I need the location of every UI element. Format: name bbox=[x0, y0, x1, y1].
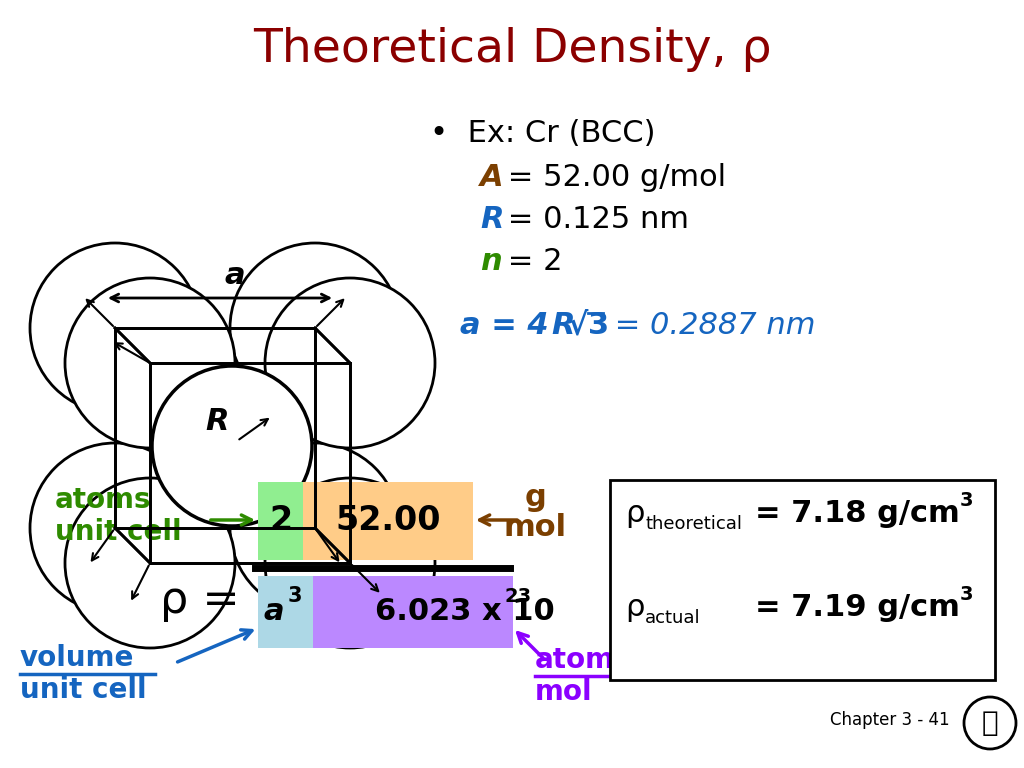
Circle shape bbox=[30, 443, 200, 613]
FancyBboxPatch shape bbox=[303, 482, 473, 560]
Text: √: √ bbox=[568, 312, 589, 340]
Text: atoms: atoms bbox=[535, 646, 632, 674]
FancyBboxPatch shape bbox=[610, 480, 995, 680]
Text: unit cell: unit cell bbox=[20, 676, 146, 704]
Circle shape bbox=[265, 278, 435, 448]
Text: Ⓦ: Ⓦ bbox=[982, 709, 998, 737]
Text: Theoretical Density, ρ: Theoretical Density, ρ bbox=[253, 28, 771, 72]
Text: = 7.18 g/cm: = 7.18 g/cm bbox=[755, 498, 959, 528]
Text: a: a bbox=[224, 261, 246, 290]
Text: theoretical: theoretical bbox=[645, 515, 742, 533]
Circle shape bbox=[30, 243, 200, 413]
Text: ρ: ρ bbox=[625, 498, 644, 528]
Text: ρ =: ρ = bbox=[160, 578, 240, 621]
Text: = 7.19 g/cm: = 7.19 g/cm bbox=[755, 594, 959, 623]
Text: a: a bbox=[264, 598, 285, 627]
FancyBboxPatch shape bbox=[258, 576, 313, 648]
Text: 3: 3 bbox=[288, 586, 302, 606]
Text: atoms: atoms bbox=[55, 486, 152, 514]
Circle shape bbox=[265, 478, 435, 648]
Text: ρ: ρ bbox=[625, 594, 644, 623]
Text: n: n bbox=[480, 247, 502, 276]
Text: 23: 23 bbox=[504, 587, 531, 605]
Text: Chapter 3 - 41: Chapter 3 - 41 bbox=[830, 711, 949, 729]
Text: a = 4: a = 4 bbox=[460, 312, 549, 340]
Circle shape bbox=[230, 443, 400, 613]
Text: 2: 2 bbox=[269, 504, 293, 537]
Circle shape bbox=[65, 278, 234, 448]
Text: 3: 3 bbox=[961, 491, 974, 509]
Text: A: A bbox=[480, 164, 504, 193]
Text: R: R bbox=[551, 312, 574, 340]
Text: volume: volume bbox=[20, 644, 134, 672]
FancyBboxPatch shape bbox=[258, 482, 303, 560]
Text: = 2: = 2 bbox=[498, 247, 562, 276]
Circle shape bbox=[65, 478, 234, 648]
Text: 6.023 x 10: 6.023 x 10 bbox=[375, 598, 555, 627]
Text: 3: 3 bbox=[588, 312, 609, 340]
Text: R: R bbox=[480, 206, 504, 234]
Text: 52.00: 52.00 bbox=[335, 504, 440, 537]
Text: = 0.2887 nm: = 0.2887 nm bbox=[605, 312, 815, 340]
Text: R: R bbox=[205, 406, 228, 435]
Text: •  Ex: Cr (BCC): • Ex: Cr (BCC) bbox=[430, 118, 655, 147]
Circle shape bbox=[152, 366, 312, 526]
FancyBboxPatch shape bbox=[313, 576, 513, 648]
Circle shape bbox=[230, 243, 400, 413]
Text: mol: mol bbox=[504, 514, 566, 542]
Text: g: g bbox=[524, 484, 546, 512]
Text: actual: actual bbox=[645, 609, 700, 627]
Text: = 0.125 nm: = 0.125 nm bbox=[498, 206, 689, 234]
Text: mol: mol bbox=[535, 678, 593, 706]
Text: 3: 3 bbox=[961, 585, 974, 604]
Text: unit cell: unit cell bbox=[55, 518, 181, 546]
Text: = 52.00 g/mol: = 52.00 g/mol bbox=[498, 164, 726, 193]
